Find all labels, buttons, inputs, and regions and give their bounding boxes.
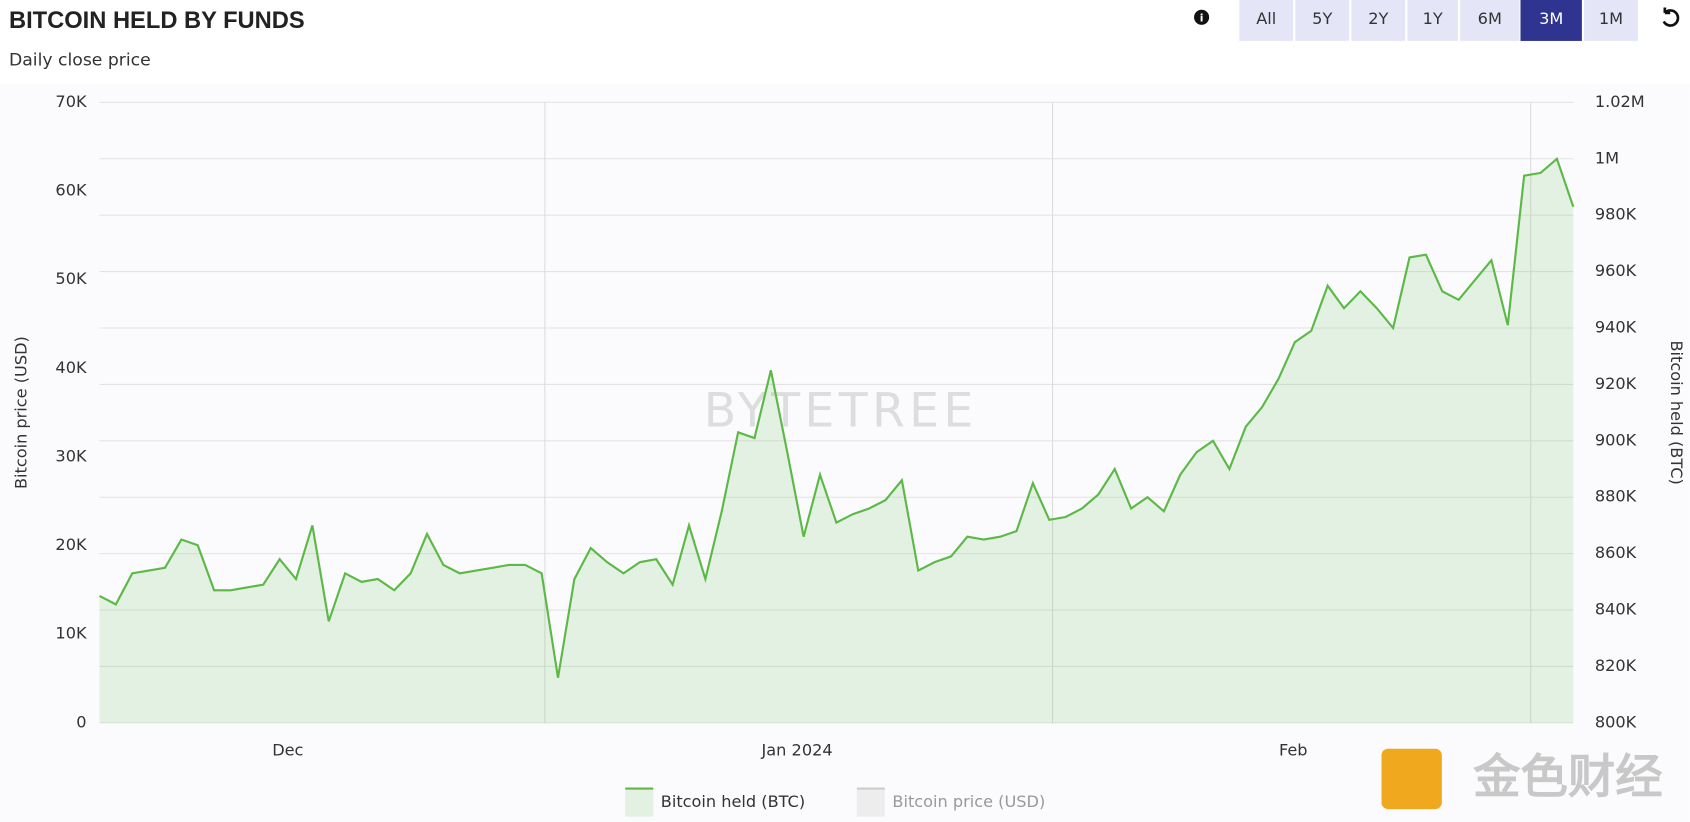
y2-axis-title: Bitcoin held (BTC)	[1667, 340, 1686, 484]
line	[98, 156, 1575, 678]
range-label[interactable]: 1Y	[1423, 9, 1443, 28]
range-button[interactable]	[1584, 0, 1638, 41]
y-tick-label: 30K	[55, 446, 87, 465]
y-tick-label: 0	[76, 712, 86, 731]
x-tick-label: Feb	[1279, 740, 1308, 759]
legend-swatch[interactable]	[856, 788, 885, 817]
range-label[interactable]: 3M	[1539, 9, 1563, 28]
logo-text: 金色财经	[1472, 750, 1663, 805]
area-fill	[99, 158, 1574, 723]
watermark: BYTETREE	[704, 384, 978, 439]
range-button[interactable]	[1239, 0, 1294, 41]
y-tick-label: 50K	[55, 269, 87, 288]
y2-tick-label: 980K	[1595, 205, 1637, 224]
y-tick-label: 10K	[55, 624, 87, 643]
range-label[interactable]: All	[1256, 9, 1276, 28]
subtitle: Daily close price	[9, 50, 151, 70]
range-label[interactable]: 2Y	[1368, 9, 1388, 28]
legend-swatch[interactable]	[625, 788, 654, 817]
y2-tick-label: 900K	[1595, 430, 1637, 449]
y2-tick-label: 1.02M	[1595, 92, 1645, 111]
y-tick-label: 70K	[55, 92, 87, 111]
x-tick-label: Dec	[272, 740, 303, 759]
chart-background	[0, 84, 1690, 822]
y2-tick-label: 800K	[1595, 712, 1637, 731]
range-button[interactable]	[1407, 0, 1458, 41]
range-button[interactable]	[1295, 0, 1350, 41]
y-axis-title: Bitcoin price (USD)	[11, 336, 30, 489]
legend-label[interactable]: Bitcoin price (USD)	[892, 792, 1045, 811]
y2-tick-label: 860K	[1595, 543, 1637, 562]
title: BITCOIN HELD BY FUNDS	[9, 8, 305, 34]
refresh-icon[interactable]	[1662, 7, 1680, 27]
logo-mark	[1381, 748, 1442, 810]
info-icon[interactable]	[1194, 9, 1210, 25]
y2-tick-label: 840K	[1595, 600, 1637, 619]
y2-tick-label: 880K	[1595, 487, 1637, 506]
y2-tick-label: 960K	[1595, 261, 1637, 280]
y2-tick-label: 1M	[1595, 148, 1619, 167]
range-label[interactable]: 6M	[1478, 9, 1502, 28]
y-tick-label: 60K	[55, 180, 87, 199]
y2-tick-label: 920K	[1595, 374, 1637, 393]
y-tick-label: 40K	[55, 358, 87, 377]
range-label[interactable]: 5Y	[1312, 9, 1332, 28]
x-tick-label: Jan 2024	[761, 740, 833, 759]
range-button[interactable]	[1351, 0, 1406, 41]
range-button[interactable]	[1520, 0, 1582, 41]
info-glyph: i	[1200, 11, 1204, 24]
range-label[interactable]: 1M	[1599, 9, 1623, 28]
y-tick-label: 20K	[55, 535, 87, 554]
y2-tick-label: 940K	[1595, 317, 1637, 336]
range-button[interactable]	[1460, 0, 1520, 41]
y2-tick-label: 820K	[1595, 656, 1637, 675]
legend-label[interactable]: Bitcoin held (BTC)	[661, 792, 805, 811]
